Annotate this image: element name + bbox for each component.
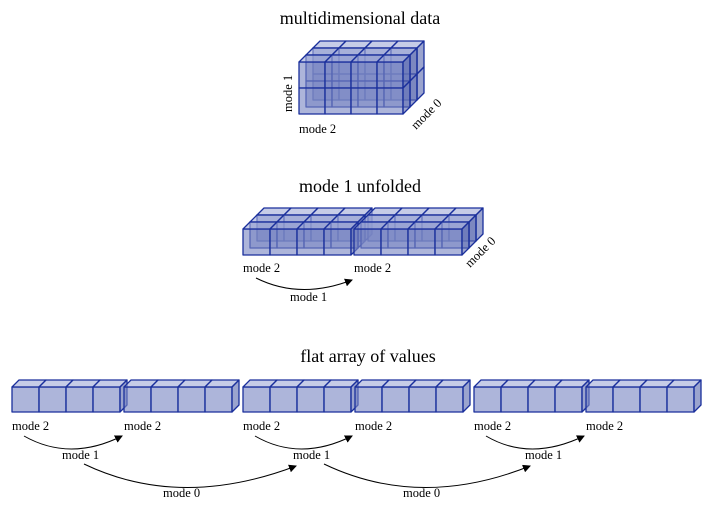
unfolded-block-2-cell-0-0-3-front	[434, 228, 463, 256]
flat-mode0-arrow-1	[83, 463, 297, 488]
flat-block-6-cell-0-0-0-front	[585, 386, 614, 413]
flat-block-5-cell-0-0-1-front	[500, 386, 529, 413]
flat-mode2-label-1: mode 2	[12, 419, 49, 433]
flat-block-2-cell-0-0-1-front	[150, 386, 179, 413]
flat-mode0-arrow-2	[323, 463, 531, 488]
cube-cell-0-0-3-front	[376, 61, 404, 89]
cube-cell-0-0-0-front	[298, 61, 326, 89]
flat-block-5-cell-0-0-0-front	[473, 386, 502, 413]
flat-mode1-arrow-3	[485, 435, 585, 450]
cube-cell-0-1-1-front	[324, 87, 352, 115]
cube-mode1-label: mode 1	[281, 75, 295, 112]
flat-block-3-cell-0-0-0-front	[242, 386, 271, 413]
flat-block-5-cell-0-0-2-front	[527, 386, 556, 413]
unfolded-block-2-cell-0-0-2-front	[407, 228, 436, 256]
unfolded-block-2-cell-0-0-1-front	[380, 228, 409, 256]
cube-cell-0-1-3-side	[402, 80, 411, 115]
flat-block-4-cell-0-0-1-front	[381, 386, 410, 413]
cube-cell-0-1-0-front	[298, 87, 326, 115]
unfolded-mode1-arrow	[255, 277, 353, 291]
flat-block-4-cell-0-0-2-front	[408, 386, 437, 413]
flat-block-2-cell-0-0-2-front	[177, 386, 206, 413]
flat-block-1-cell-0-0-1-front	[38, 386, 67, 413]
flat-array-blocks	[11, 379, 702, 413]
unfolded-block-2-cell-0-0-0-front	[353, 228, 382, 256]
flat-block-4-cell-0-0-3-side	[462, 379, 471, 413]
flat-mode1-label-1: mode 1	[62, 448, 99, 462]
flat-mode1-arrow-2	[254, 435, 353, 450]
flat-mode0-label-2: mode 0	[403, 486, 440, 500]
flat-mode1-label-3: mode 1	[525, 448, 562, 462]
flat-block-3-cell-0-0-1-front	[269, 386, 298, 413]
cube-cell-0-1-2-front	[350, 87, 378, 115]
flat-block-2-cell-0-0-3-front	[204, 386, 233, 413]
flat-block-4-cell-0-0-3-front	[435, 386, 464, 413]
cube-title: multidimensional data	[280, 8, 440, 28]
flat-block-3-cell-0-0-3-front	[323, 386, 352, 413]
flat-block-3-cell-0-0-2-front	[296, 386, 325, 413]
unfolded-mode2-label-a: mode 2	[243, 261, 280, 275]
flat-mode2-label-6: mode 2	[586, 419, 623, 433]
mode1-unfolded-blocks	[242, 207, 484, 256]
flat-block-2-cell-0-0-3-side	[231, 379, 240, 413]
flat-block-1-cell-0-0-2-front	[65, 386, 94, 413]
unfolded-block-2-cell-0-0-3-side	[461, 221, 470, 256]
flat-mode2-label-4: mode 2	[355, 419, 392, 433]
unfolded-block-1-cell-0-0-3-front	[323, 228, 352, 256]
unfolded-block-1-cell-0-0-1-front	[269, 228, 298, 256]
flat-block-1-cell-0-0-0-front	[11, 386, 40, 413]
unfolded-block-1-cell-0-0-2-front	[296, 228, 325, 256]
flat-block-4-cell-0-0-0-front	[354, 386, 383, 413]
cube-cell-0-0-1-front	[324, 61, 352, 89]
multidimensional-cube	[298, 40, 425, 115]
flat-title: flat array of values	[300, 346, 435, 366]
flat-block-6-cell-0-0-2-front	[639, 386, 668, 413]
flat-mode1-label-2: mode 1	[293, 448, 330, 462]
flat-block-1-cell-0-0-3-front	[92, 386, 121, 413]
flat-mode2-label-5: mode 2	[474, 419, 511, 433]
cube-cell-0-0-2-front	[350, 61, 378, 89]
flat-mode2-label-2: mode 2	[124, 419, 161, 433]
unfolded-mode1-label: mode 1	[290, 290, 327, 304]
flat-block-6-cell-0-0-3-front	[666, 386, 695, 413]
unfolded-block-1-cell-0-0-0-front	[242, 228, 271, 256]
cube-mode2-label: mode 2	[299, 122, 336, 136]
flat-mode1-arrow-1	[23, 435, 123, 450]
unfolded-mode2-label-b: mode 2	[354, 261, 391, 275]
flat-block-6-cell-0-0-1-front	[612, 386, 641, 413]
flat-mode0-label-1: mode 0	[163, 486, 200, 500]
flat-mode2-label-3: mode 2	[243, 419, 280, 433]
cube-cell-0-1-3-front	[376, 87, 404, 115]
flat-block-6-cell-0-0-3-side	[693, 379, 702, 413]
flat-block-5-cell-0-0-3-front	[554, 386, 583, 413]
unfolded-title: mode 1 unfolded	[299, 176, 421, 196]
flat-block-2-cell-0-0-0-front	[123, 386, 152, 413]
